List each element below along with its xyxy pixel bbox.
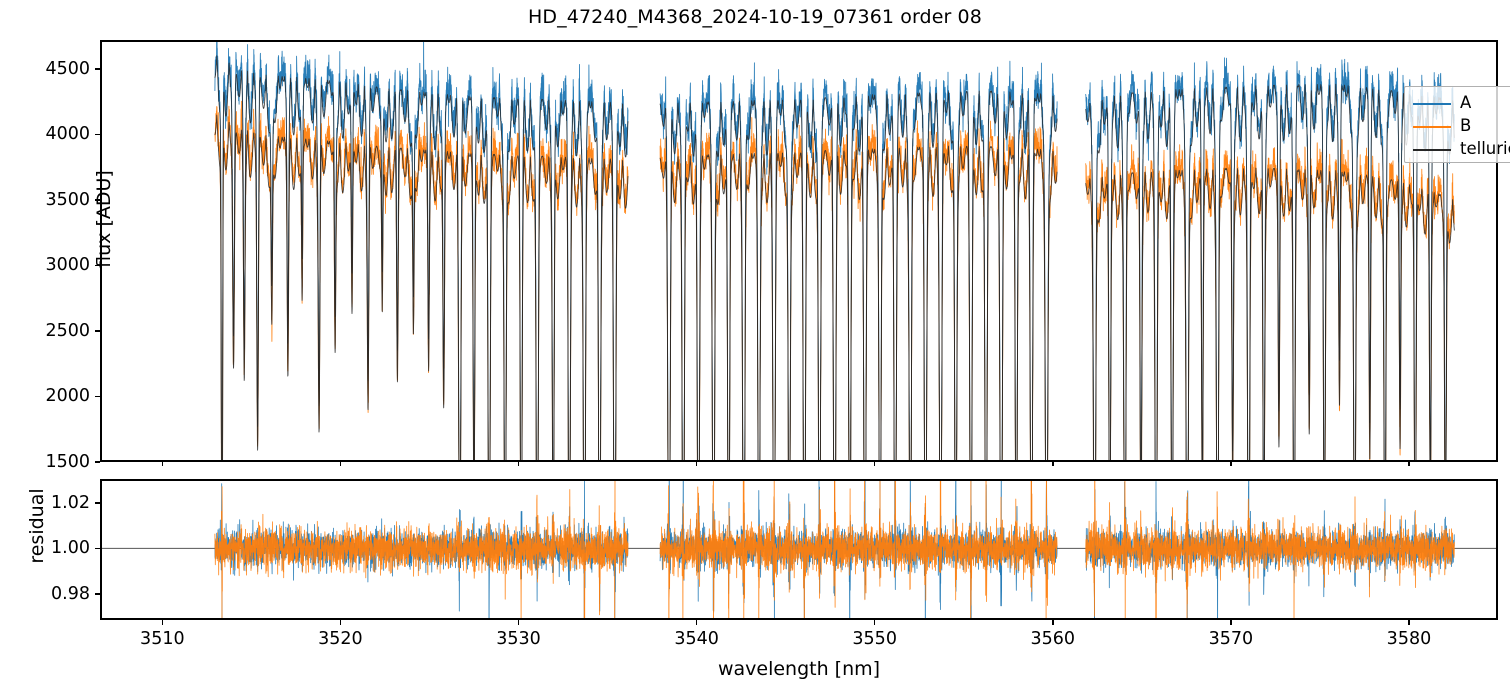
flux-telluric-model-b [214,114,1455,462]
residual-axis-label: residual [26,488,48,564]
residual-axis-left-spine [100,479,102,620]
flux-ytick-label: 2000 [45,386,90,407]
flux-ytick-label: 1500 [45,452,90,472]
flux-ytick [95,133,100,136]
wavelength-xtick-label: 3510 [140,629,185,649]
wavelength-xtick [161,620,164,625]
wavelength-xtick [517,620,520,625]
legend: A B telluric model [1404,86,1510,163]
legend-entry-telluric: telluric model [1413,138,1510,161]
legend-label-b: B [1460,116,1472,136]
wavelength-xtick-label: 3550 [852,629,897,649]
flux-xtick [1230,462,1232,466]
legend-entry-b: B [1413,115,1510,138]
flux-plot-area [214,40,1455,462]
flux-axis-top-spine [100,40,1498,42]
residual-series-b [214,479,1455,620]
wavelength-xtick-label: 3530 [496,629,541,649]
flux-xtick [339,462,342,466]
legend-swatch-a [1413,102,1451,105]
flux-telluric-model-a [214,55,1455,462]
wavelength-xtick [1230,620,1232,625]
legend-label-telluric: telluric model [1460,139,1510,159]
wavelength-xtick-label: 3540 [674,629,719,649]
flux-ytick [95,461,100,463]
wavelength-xtick-label: 3580 [1386,629,1432,649]
flux-series-b [214,100,1455,462]
wavelength-xtick [339,620,342,625]
wavelength-axis-label: wavelength [nm] [717,658,881,680]
wavelength-xtick [695,620,698,625]
flux-ytick-label: 3500 [45,189,90,210]
flux-ytick-label: 4500 [45,58,90,79]
flux-panel: A B telluric model [100,40,1510,462]
flux-ytick-label: 3000 [45,255,90,276]
residual-ytick-label: 1.00 [51,538,90,559]
residual-panel [100,479,1498,620]
legend-swatch-b [1413,125,1451,128]
flux-xtick [517,462,520,466]
flux-ytick-label: 2500 [45,320,90,341]
flux-ytick [95,395,100,398]
residual-ytick [95,593,100,595]
wavelength-xtick-label: 3520 [318,629,363,649]
wavelength-xtick [1408,620,1410,625]
legend-entry-a: A [1413,92,1510,115]
flux-xtick [1408,462,1410,466]
flux-ytick-label: 4000 [45,124,90,145]
residual-axis-bottom-spine [100,618,1498,620]
wavelength-xtick [1052,620,1054,625]
flux-axis-left-spine [100,40,102,462]
flux-xtick [161,462,164,466]
wavelength-xtick-label: 3570 [1208,629,1254,649]
residual-ytick-label: 1.02 [51,492,90,513]
page-title: HD_47240_M4368_2024-10-19_07361 order 08 [528,6,982,28]
flux-series-a [214,40,1455,462]
flux-axis-right-spine [1496,40,1498,462]
wavelength-xtick-label: 3560 [1030,629,1076,649]
flux-axis-bottom-spine [100,460,1498,462]
flux-ytick [95,199,100,201]
flux-xtick [695,462,698,466]
residual-series-group [100,479,1498,620]
flux-xtick [1052,462,1054,466]
legend-swatch-telluric [1413,148,1451,151]
wavelength-xtick [873,620,876,625]
flux-xtick [873,462,876,466]
flux-ytick [95,264,100,267]
residual-ytick [95,502,100,504]
residual-ytick-label: 0.98 [51,583,90,604]
flux-ytick [95,330,100,332]
flux-ytick [95,68,100,70]
residual-ytick [95,547,100,550]
residual-plot-area [100,479,1498,620]
flux-series-group [214,40,1455,462]
residual-axis-right-spine [1496,479,1498,620]
flux-axis-label: flux [ADU] [93,170,115,268]
residual-axis-top-spine [100,479,1498,481]
legend-label-a: A [1460,93,1472,113]
